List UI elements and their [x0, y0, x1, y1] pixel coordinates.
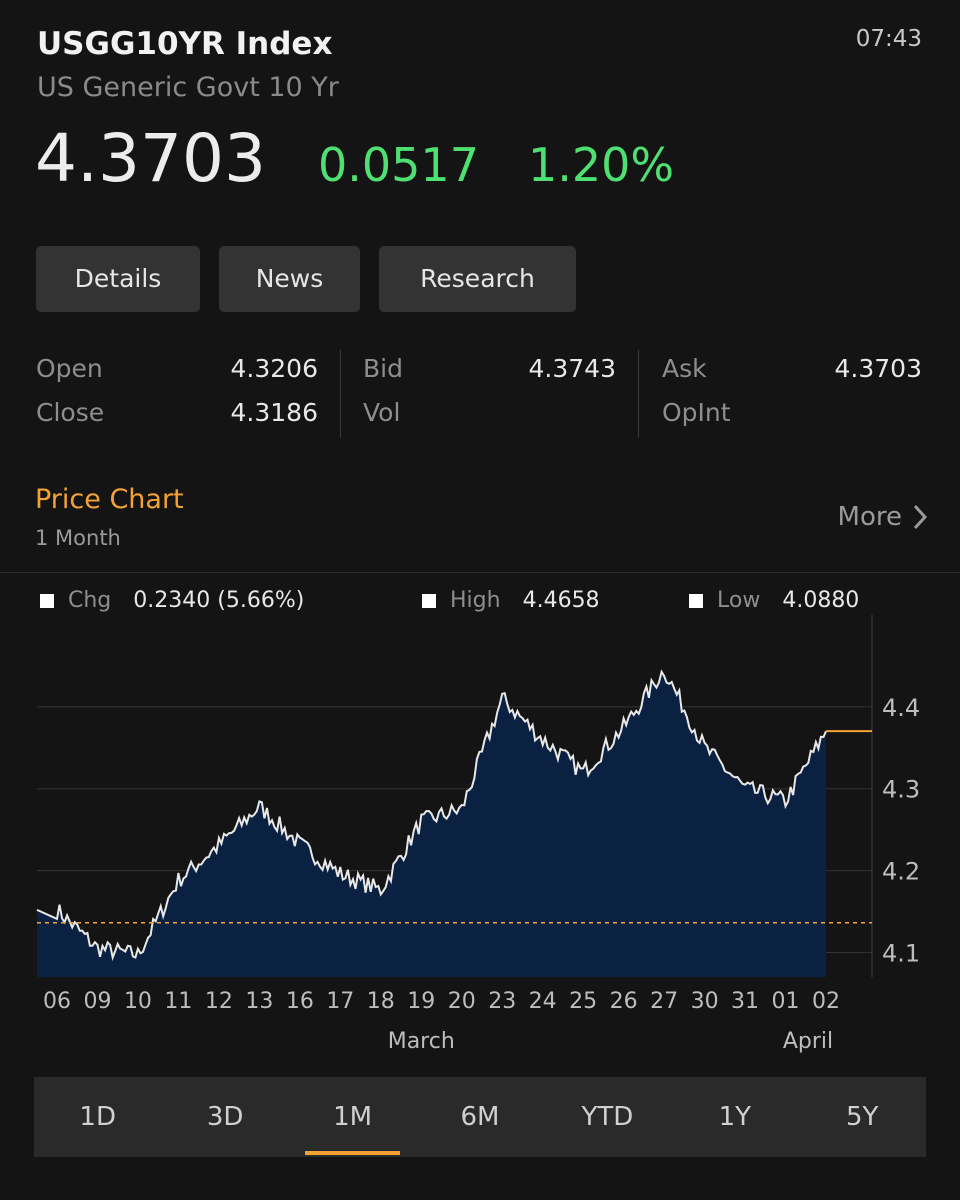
open-value: 4.3206: [230, 354, 318, 383]
close-label: Close: [36, 398, 105, 427]
ask-value: 4.3703: [834, 354, 922, 383]
tab-5y[interactable]: 5Y: [846, 1102, 879, 1132]
legend-low: Low 4.0880: [689, 588, 859, 613]
x-tick-label: 18: [367, 989, 395, 1014]
month-label: April: [783, 1029, 833, 1054]
x-tick-label: 16: [286, 989, 314, 1014]
percent-change: 1.20%: [528, 138, 675, 192]
x-tick-label: 30: [691, 989, 719, 1014]
x-tick-label: 17: [326, 989, 354, 1014]
tab-3d[interactable]: 3D: [206, 1102, 244, 1132]
news-button[interactable]: News: [219, 246, 360, 312]
x-tick-label: 26: [610, 989, 638, 1014]
legend-square-icon: [40, 593, 54, 608]
security-title: USGG10YR Index: [37, 26, 333, 62]
x-tick-label: 12: [205, 989, 233, 1014]
x-tick-label: 25: [569, 989, 597, 1014]
x-tick-label: 24: [529, 989, 557, 1014]
more-label: More: [837, 502, 902, 532]
section-divider: [0, 572, 960, 573]
details-button[interactable]: Details: [36, 246, 200, 312]
legend-high: High 4.4658: [422, 588, 600, 613]
quote-divider: [638, 350, 639, 438]
x-tick-label: 11: [164, 989, 192, 1014]
x-tick-label: 19: [407, 989, 435, 1014]
legend-chg-label: Chg: [68, 588, 112, 613]
bid-label: Bid: [363, 354, 403, 383]
legend-high-value: 4.4658: [522, 588, 600, 613]
x-tick-label: 20: [448, 989, 476, 1014]
tab-1y[interactable]: 1Y: [718, 1102, 752, 1132]
tab-1d[interactable]: 1D: [79, 1102, 116, 1132]
price-line: [36, 669, 827, 962]
period-tabs: 1D 3D 1M 6M YTD 1Y 5Y: [34, 1077, 926, 1157]
ask-label: Ask: [662, 354, 707, 383]
last-price: 4.3703: [35, 120, 266, 197]
y-tick-label: 4.2: [882, 858, 920, 886]
research-button[interactable]: Research: [379, 246, 576, 312]
vol-label: Vol: [363, 398, 401, 427]
x-tick-label: 23: [488, 989, 516, 1014]
quote-divider: [340, 350, 341, 438]
x-tick-label: 10: [124, 989, 152, 1014]
clock-time: 07:43: [855, 26, 922, 52]
month-label: March: [388, 1029, 455, 1054]
price-chart[interactable]: 4.4 4.3 4.2 4.1 06 09 10 11 12 13 16 17 18 19 20 23 24 25…: [0, 615, 960, 1055]
legend-low-label: Low: [717, 588, 761, 613]
y-tick-label: 4.4: [882, 694, 920, 722]
opint-label: OpInt: [662, 398, 731, 427]
net-change: 0.0517: [318, 138, 479, 192]
legend-low-value: 4.0880: [782, 588, 860, 613]
open-label: Open: [36, 354, 103, 383]
legend-square-icon: [689, 593, 703, 608]
price-chart-title: Price Chart: [35, 484, 184, 515]
tab-ytd[interactable]: YTD: [581, 1102, 634, 1132]
security-description: US Generic Govt 10 Yr: [37, 72, 339, 103]
tab-6m[interactable]: 6M: [460, 1102, 500, 1132]
price-area: [37, 671, 826, 977]
x-tick-label: 27: [650, 989, 678, 1014]
legend-chg-value: 0.2340 (5.66%): [133, 588, 305, 613]
x-tick-label: 09: [83, 989, 111, 1014]
x-tick-label: 01: [772, 989, 800, 1014]
y-tick-label: 4.1: [882, 939, 920, 967]
legend-high-label: High: [450, 588, 501, 613]
x-tick-label: 31: [731, 989, 759, 1014]
x-tick-label: 06: [43, 989, 71, 1014]
close-value: 4.3186: [230, 398, 318, 427]
tab-1m[interactable]: 1M: [289, 1077, 416, 1157]
x-tick-label: 02: [812, 989, 840, 1014]
legend-chg: Chg 0.2340 (5.66%): [40, 588, 304, 613]
y-tick-label: 4.3: [882, 776, 920, 804]
x-tick-label: 13: [245, 989, 273, 1014]
price-chart-period: 1 Month: [35, 526, 121, 550]
more-link[interactable]: More: [838, 502, 928, 532]
bid-value: 4.3743: [528, 354, 616, 383]
chevron-right-icon: [913, 504, 928, 530]
legend-square-icon: [422, 593, 436, 608]
